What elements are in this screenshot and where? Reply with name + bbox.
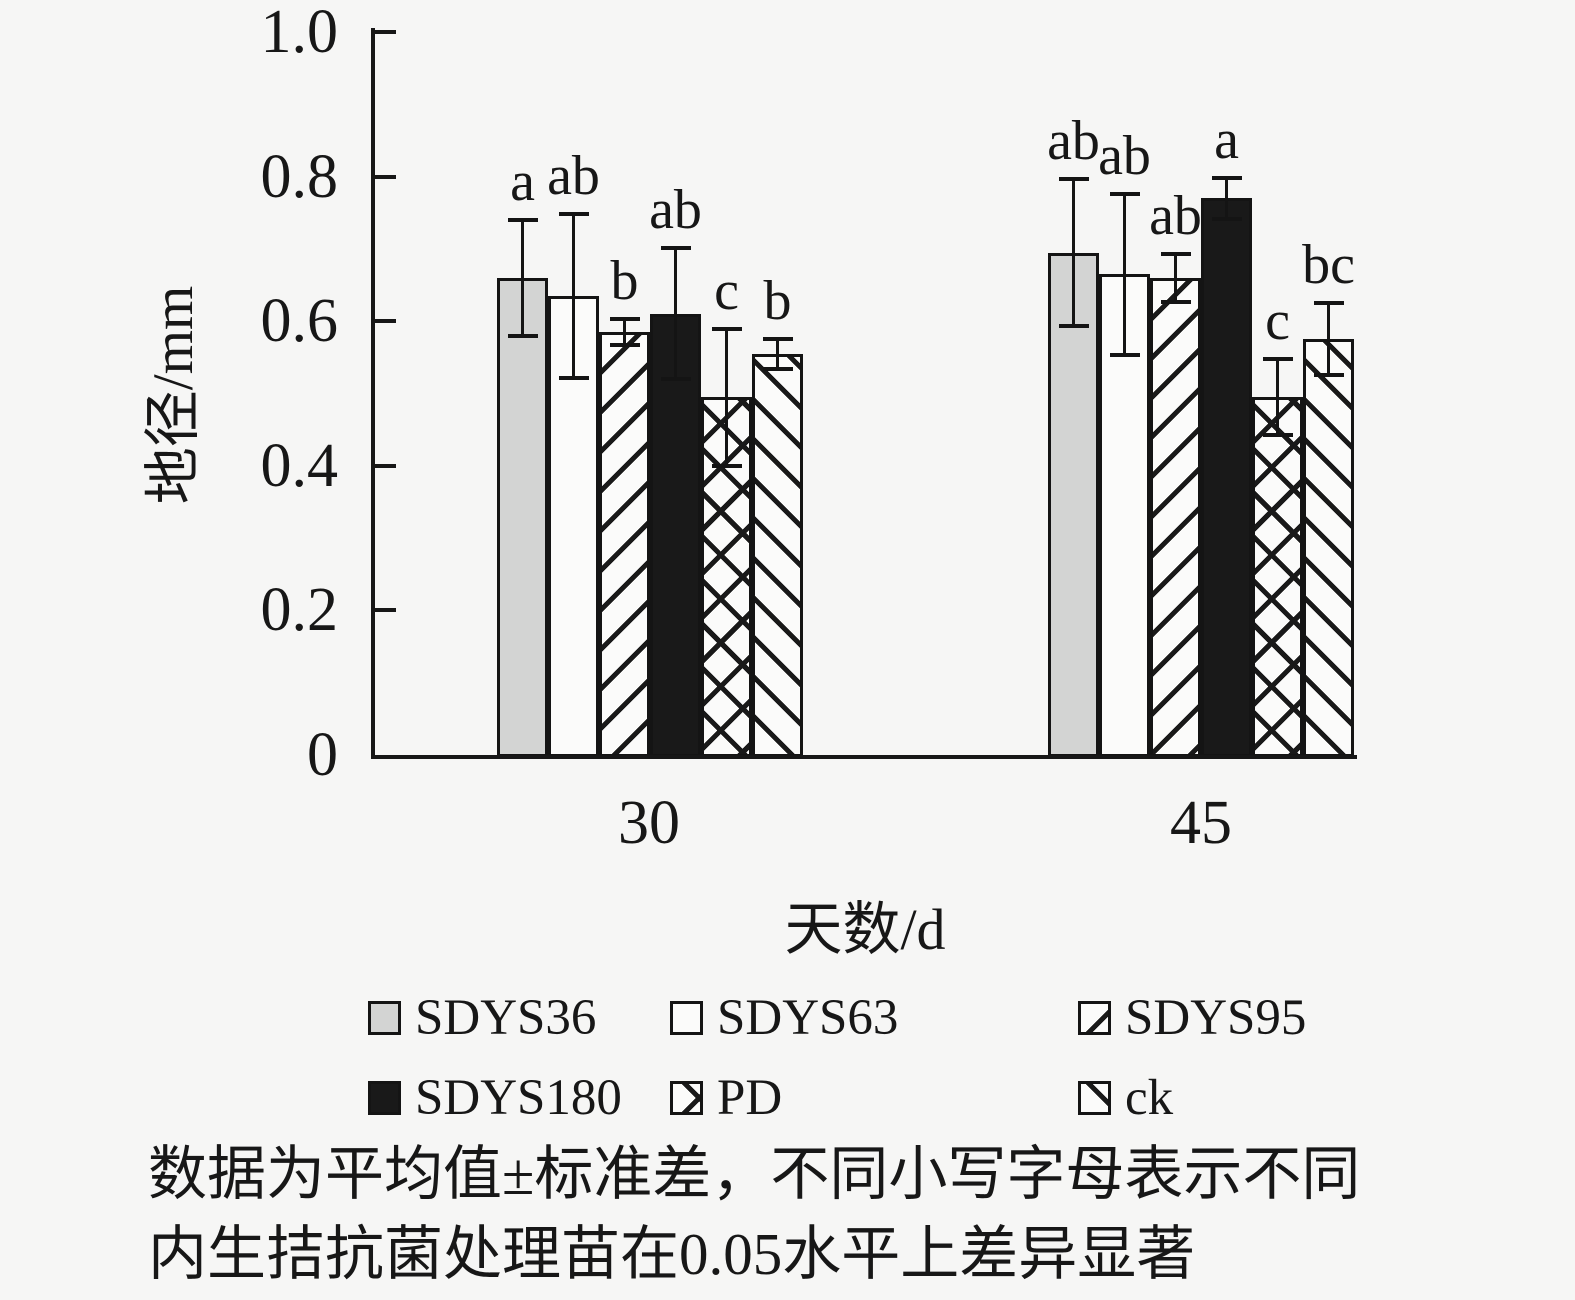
legend-swatch-PD: [670, 1081, 703, 1115]
y-tick-mark: [375, 463, 396, 468]
y-tick-label: 0.8: [260, 142, 339, 211]
error-bar-SDYS36-45: [1072, 178, 1075, 327]
x-axis-line: [371, 755, 1357, 759]
error-cap-top: [711, 326, 742, 331]
legend-label-SDYS36: SDYS36: [415, 989, 597, 1046]
legend-label-PD: PD: [717, 1069, 783, 1126]
sig-letter-SDYS180-30: ab: [649, 179, 702, 242]
sig-letter-SDYS180-45: a: [1214, 108, 1239, 171]
error-cap-top: [660, 246, 691, 251]
y-tick-label: 0: [307, 721, 338, 789]
bar-SDYS95-45: [1150, 277, 1201, 757]
legend-item-ck: ck: [1078, 1072, 1173, 1123]
sig-letter-SDYS36-45: ab: [1047, 110, 1100, 173]
error-bar-SDYS95-45: [1174, 252, 1177, 304]
y-tick-label: 0.4: [260, 431, 339, 500]
footnote: 数据为平均值±标准差，不同小写字母表示不同 内生拮抗菌处理苗在0.05水平上差异…: [148, 1134, 1508, 1294]
sig-letter-ck-30: b: [763, 269, 792, 332]
error-bar-SDYS63-45: [1123, 192, 1126, 356]
y-tick-label: 0.2: [260, 576, 339, 645]
x-tick-label-45: 45: [1170, 789, 1232, 857]
y-axis-line: [371, 28, 375, 759]
bar-ck-45: [1303, 339, 1354, 757]
error-cap-bottom: [558, 376, 589, 381]
error-cap-top: [762, 336, 793, 341]
legend-item-PD: PD: [670, 1072, 782, 1123]
legend-swatch-SDYS63: [670, 1001, 703, 1035]
error-cap-bottom: [1262, 433, 1293, 438]
error-cap-top: [1313, 301, 1344, 306]
error-bar-SDYS180-30: [674, 247, 677, 381]
error-cap-bottom: [609, 342, 640, 347]
legend-item-SDYS36: SDYS36: [368, 992, 596, 1043]
y-tick-mark: [375, 174, 396, 179]
x-tick-label-30: 30: [618, 789, 680, 857]
error-cap-bottom: [660, 377, 691, 382]
error-cap-bottom: [507, 334, 538, 339]
y-tick-mark: [375, 319, 396, 324]
error-cap-bottom: [1058, 323, 1089, 328]
legend-swatch-ck: [1078, 1081, 1111, 1115]
sig-letter-SDYS95-30: b: [610, 250, 639, 313]
legend-label-SDYS180: SDYS180: [415, 1069, 622, 1126]
sig-letter-ck-45: bc: [1302, 234, 1355, 297]
legend-label-SDYS63: SDYS63: [717, 989, 899, 1046]
sig-letter-PD-45: c: [1265, 290, 1290, 353]
legend-label-ck: ck: [1125, 1069, 1174, 1126]
y-tick-mark: [375, 608, 396, 613]
legend-item-SDYS63: SDYS63: [670, 992, 898, 1043]
bar-SDYS36-45: [1048, 252, 1099, 757]
error-bar-PD-30: [725, 327, 728, 467]
error-cap-top: [609, 317, 640, 322]
error-cap-bottom: [1211, 216, 1242, 221]
error-cap-top: [507, 217, 538, 222]
footnote-line-1: 数据为平均值±标准差，不同小写字母表示不同: [148, 1141, 1361, 1207]
legend-swatch-SDYS95: [1078, 1001, 1111, 1035]
sig-letter-PD-30: c: [714, 259, 739, 322]
error-cap-bottom: [1109, 352, 1140, 357]
error-cap-top: [1160, 251, 1191, 256]
legend-label-SDYS95: SDYS95: [1125, 989, 1307, 1046]
error-bar-SDYS95-30: [623, 318, 626, 346]
error-cap-bottom: [711, 463, 742, 468]
bar-SDYS95-30: [599, 332, 650, 757]
error-bar-SDYS63-30: [572, 212, 575, 380]
sig-letter-SDYS95-45: ab: [1149, 184, 1202, 247]
legend-swatch-SDYS180: [368, 1081, 401, 1115]
y-tick-mark: [375, 30, 396, 34]
error-bar-SDYS36-30: [521, 218, 524, 338]
y-tick-label: 0.6: [260, 287, 339, 356]
bar-PD-45: [1252, 397, 1303, 757]
bar-SDYS180-45: [1201, 198, 1252, 757]
error-bar-ck-30: [776, 337, 779, 370]
legend-item-SDYS180: SDYS180: [368, 1072, 622, 1123]
error-cap-top: [1211, 175, 1242, 180]
x-axis-title: 天数/d: [784, 897, 946, 962]
error-cap-bottom: [1160, 300, 1191, 305]
error-cap-top: [1109, 191, 1140, 196]
y-tick-label: 1.0: [260, 0, 339, 66]
error-cap-top: [1058, 177, 1089, 182]
error-cap-top: [558, 211, 589, 216]
footnote-line-2: 内生拮抗菌处理苗在0.05水平上差异显著: [148, 1221, 1196, 1287]
error-bar-ck-45: [1327, 302, 1330, 377]
error-bar-SDYS180-45: [1225, 176, 1228, 220]
bar-SDYS180-30: [650, 313, 701, 757]
sig-letter-SDYS63-30: ab: [547, 144, 600, 207]
error-cap-top: [1262, 357, 1293, 362]
legend-swatch-SDYS36: [368, 1001, 401, 1035]
legend-item-SDYS95: SDYS95: [1078, 992, 1306, 1043]
sig-letter-SDYS36-30: a: [510, 150, 535, 213]
error-cap-bottom: [1313, 373, 1344, 378]
error-cap-bottom: [762, 366, 793, 371]
sig-letter-SDYS63-45: ab: [1098, 124, 1151, 187]
error-bar-PD-45: [1276, 358, 1279, 437]
bar-ck-30: [752, 353, 803, 757]
bar-SDYS36-30: [497, 277, 548, 757]
